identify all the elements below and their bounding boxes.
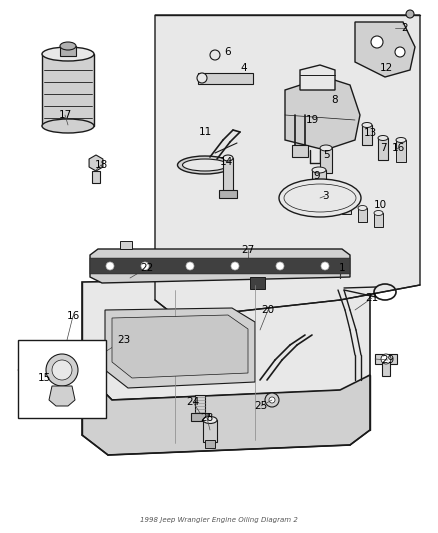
Text: 19: 19 (305, 115, 318, 125)
Text: 21: 21 (365, 293, 378, 303)
Circle shape (321, 262, 329, 270)
Text: 22: 22 (140, 263, 154, 273)
Polygon shape (112, 315, 248, 378)
Circle shape (265, 393, 279, 407)
Text: 23: 23 (117, 335, 131, 345)
Ellipse shape (60, 42, 76, 50)
Bar (42, 54, 94, 126)
Text: 20: 20 (261, 305, 275, 315)
Text: 8: 8 (332, 95, 338, 105)
Circle shape (395, 47, 405, 57)
Bar (18, 340, 106, 418)
Bar (92, 171, 100, 183)
Polygon shape (285, 77, 360, 150)
Text: 17: 17 (58, 110, 72, 120)
Ellipse shape (320, 145, 332, 151)
Ellipse shape (312, 167, 326, 173)
Bar (292, 145, 308, 157)
Text: 12: 12 (379, 63, 392, 73)
Polygon shape (90, 258, 350, 274)
Ellipse shape (177, 156, 233, 174)
Circle shape (269, 397, 275, 403)
Circle shape (186, 262, 194, 270)
Ellipse shape (223, 155, 233, 161)
Polygon shape (120, 241, 132, 249)
Text: 13: 13 (364, 128, 377, 138)
Ellipse shape (203, 416, 217, 424)
Bar (375, 354, 397, 364)
Bar (378, 138, 388, 160)
Text: 16: 16 (67, 311, 80, 321)
Ellipse shape (342, 198, 351, 203)
Circle shape (381, 354, 391, 364)
Text: 16: 16 (392, 143, 405, 153)
Ellipse shape (378, 135, 388, 141)
Text: 15: 15 (37, 373, 51, 383)
Bar (203, 420, 217, 442)
Bar (374, 213, 383, 227)
Polygon shape (105, 308, 255, 388)
Bar (205, 440, 215, 448)
Polygon shape (82, 370, 370, 455)
Ellipse shape (279, 179, 361, 217)
Bar (195, 395, 205, 415)
Ellipse shape (183, 159, 227, 171)
Ellipse shape (374, 211, 383, 215)
Bar (382, 362, 390, 376)
Ellipse shape (396, 138, 406, 142)
Circle shape (106, 262, 114, 270)
Bar (320, 148, 332, 173)
Ellipse shape (362, 123, 372, 127)
Text: 25: 25 (254, 401, 268, 411)
Text: 2: 2 (402, 23, 408, 33)
Ellipse shape (358, 206, 367, 211)
Text: 3: 3 (321, 191, 328, 201)
Polygon shape (49, 386, 75, 406)
Bar (396, 140, 406, 162)
Bar (191, 413, 209, 421)
Polygon shape (90, 249, 350, 283)
Bar (362, 125, 372, 145)
Polygon shape (82, 278, 370, 400)
Circle shape (231, 262, 239, 270)
Text: 1: 1 (339, 263, 345, 273)
Text: 5: 5 (323, 150, 329, 160)
Circle shape (371, 36, 383, 48)
Ellipse shape (42, 119, 94, 133)
Text: 27: 27 (241, 245, 254, 255)
Text: 11: 11 (198, 127, 212, 137)
Text: 29: 29 (381, 355, 395, 365)
Polygon shape (355, 22, 415, 77)
Circle shape (141, 262, 149, 270)
Text: 18: 18 (94, 160, 108, 170)
Circle shape (276, 262, 284, 270)
Text: 7: 7 (380, 143, 386, 153)
Text: 1998 Jeep Wrangler Engine Oiling Diagram 2: 1998 Jeep Wrangler Engine Oiling Diagram… (140, 517, 298, 523)
Bar (312, 170, 326, 192)
Polygon shape (300, 65, 335, 90)
Text: 28: 28 (200, 413, 214, 423)
Bar (219, 190, 237, 198)
Polygon shape (250, 277, 265, 289)
Circle shape (46, 354, 78, 386)
Bar (358, 208, 367, 222)
Circle shape (210, 50, 220, 60)
Polygon shape (89, 155, 103, 171)
Bar (342, 200, 351, 214)
Circle shape (52, 360, 72, 380)
Circle shape (197, 73, 207, 83)
Circle shape (406, 10, 414, 18)
Bar (223, 158, 233, 193)
Text: 10: 10 (374, 200, 387, 210)
Bar (198, 73, 253, 84)
Ellipse shape (42, 47, 94, 61)
Text: 14: 14 (219, 157, 233, 167)
Text: 4: 4 (241, 63, 247, 73)
Text: 24: 24 (187, 397, 200, 407)
Text: 6: 6 (225, 47, 231, 57)
Bar (60, 46, 76, 56)
Polygon shape (155, 15, 420, 318)
Text: 9: 9 (314, 171, 320, 181)
